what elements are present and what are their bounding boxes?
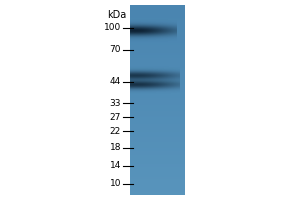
Text: 18: 18 [110, 144, 121, 152]
Text: 33: 33 [110, 98, 121, 108]
Text: 44: 44 [110, 77, 121, 86]
Text: 14: 14 [110, 162, 121, 170]
Text: 10: 10 [110, 180, 121, 188]
Text: 22: 22 [110, 127, 121, 136]
Text: 27: 27 [110, 112, 121, 121]
Text: kDa: kDa [107, 10, 126, 20]
Text: 70: 70 [110, 46, 121, 54]
Text: 100: 100 [104, 23, 121, 32]
